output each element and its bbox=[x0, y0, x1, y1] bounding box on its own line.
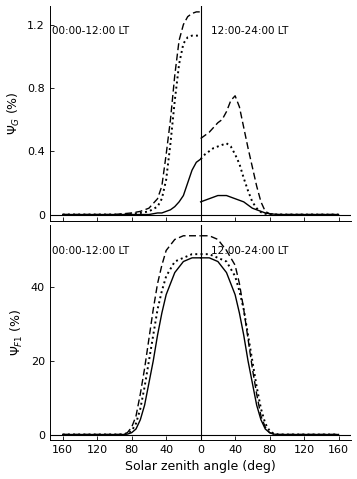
X-axis label: Solar zenith angle (deg): Solar zenith angle (deg) bbox=[125, 460, 276, 473]
Y-axis label: $\Psi_{F1}$ (%): $\Psi_{F1}$ (%) bbox=[9, 308, 25, 356]
Text: 12:00-24:00 LT: 12:00-24:00 LT bbox=[211, 246, 288, 256]
Y-axis label: $\Psi_{G}$ (%): $\Psi_{G}$ (%) bbox=[6, 91, 22, 135]
Text: 12:00-24:00 LT: 12:00-24:00 LT bbox=[211, 26, 288, 36]
Text: 00:00-12:00 LT: 00:00-12:00 LT bbox=[51, 26, 129, 36]
Text: 00:00-12:00 LT: 00:00-12:00 LT bbox=[51, 246, 129, 256]
